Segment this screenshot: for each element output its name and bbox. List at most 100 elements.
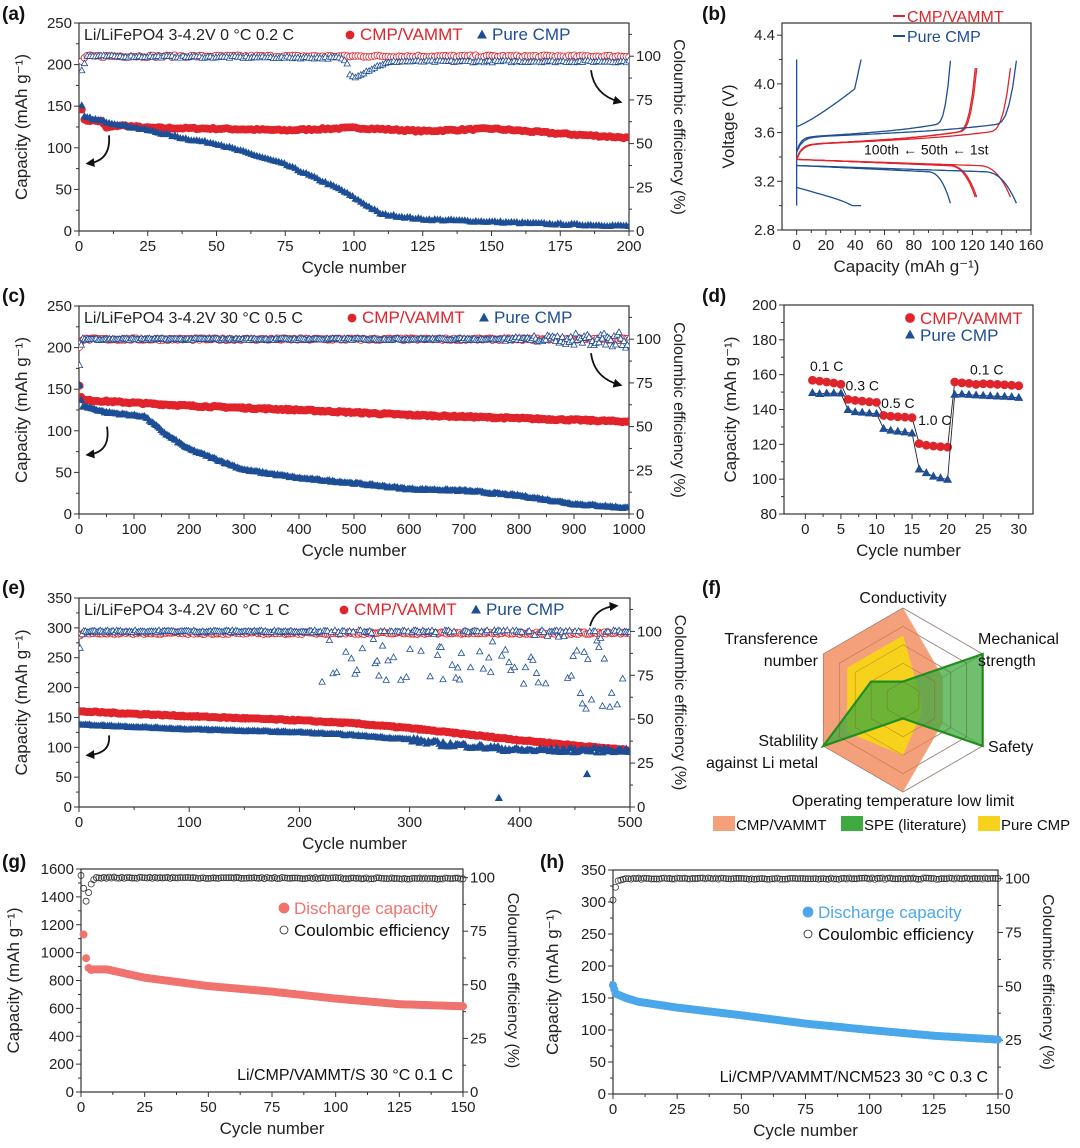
cycle-annotation: 100th ← 50th ← 1st [864,142,989,158]
data-point [622,875,630,883]
data-point [808,375,817,385]
x-tick-label: 20 [818,237,835,254]
y2-axis-label: Coloumbic efficiency (%) [670,322,687,498]
data-point [529,655,537,663]
data-point [623,340,629,348]
data-point [807,875,815,883]
data-point [486,667,495,675]
data-point [943,474,953,483]
data-point [207,874,215,882]
data-point [936,473,945,482]
data-point [373,656,381,664]
data-point [1014,392,1024,401]
x-tick-label: 150 [450,1099,475,1116]
y2-tick-label: 50 [636,136,653,153]
data-point [753,875,761,883]
data-point [587,747,596,755]
data-point [666,875,673,882]
data-point [781,875,789,883]
y-tick-label: 100 [47,140,72,157]
data-point [735,875,743,882]
data-points [609,874,1003,1044]
data-point [439,675,447,683]
y-tick-label: 350 [581,862,606,879]
x-axis-label: Capacity (mAh g⁻¹) [834,257,980,276]
data-point [217,874,225,882]
y2-tick-label: 100 [636,48,661,65]
data-point [1000,391,1010,400]
data-point [893,426,903,435]
data-point [79,340,86,348]
data-point [77,872,85,879]
legend-label-pure-cmp: Pure CMP [907,29,981,46]
data-point [891,875,899,883]
data-point [745,875,753,883]
y-tick-label: 100 [581,1022,606,1039]
outlier-point [494,793,503,801]
data-point [184,874,192,881]
data-point [648,875,655,883]
charge-curve [796,60,1018,153]
series-cmp-vammt-capacity [79,381,629,427]
data-point [331,626,339,634]
legend-marker-pure-cmp [477,29,487,39]
data-point [978,390,988,399]
y-tick-label: 50 [55,181,72,198]
data-point [115,874,123,882]
y-axis-label: Capacity (mAh g⁻¹) [721,337,740,483]
data-point [981,874,989,882]
data-point [815,389,825,398]
data-point [501,645,510,653]
x-tick-label: 50 [733,1101,750,1118]
data-point [650,875,658,883]
data-point [612,883,619,891]
legend-marker-cmp-vammt [347,313,357,323]
data-point [79,643,84,651]
data-point [220,874,228,882]
legend-marker-cmp-vammt [345,30,355,40]
data-point [210,874,217,882]
data-point [815,376,824,386]
x-axis-label: Cycle number [302,834,407,853]
x-tick-label: 10 [868,521,885,538]
y-tick-label: 0 [64,223,72,240]
data-point [914,464,924,473]
y-tick-label: 140 [752,402,777,419]
data-point [380,626,389,634]
legend-label-ce: Coulombic efficiency [294,921,450,940]
y2-tick-label: 75 [1005,924,1022,941]
data-point [976,874,984,882]
data-point [587,695,596,703]
data-point [352,875,360,882]
data-point [574,627,583,634]
data-point [604,627,612,635]
panel-label: (c) [2,286,25,307]
data-point [123,874,131,881]
x-tick-label: 25 [139,238,156,255]
data-point [455,675,464,683]
data-point [340,56,349,64]
data-point [964,378,974,388]
data-point [933,875,940,883]
data-point [676,875,684,882]
data-point [817,875,825,883]
data-point [619,875,627,883]
data-point [230,874,238,882]
legend-marker-cmp-vammt [905,313,915,323]
data-point [153,874,161,882]
data-point [864,408,874,417]
data-point [591,627,599,634]
data-point [85,889,93,896]
data-point [804,875,812,883]
data-point [663,875,671,883]
data-point [957,389,967,398]
x-tick-label: 50 [208,238,225,255]
data-point [156,874,164,882]
data-point [791,875,799,882]
rate-label: 0.1 C [970,362,1003,378]
data-point [395,875,403,883]
y2-tick-label: 50 [470,977,487,994]
data-point [383,875,391,882]
data-point [802,875,809,883]
data-point [571,329,580,337]
